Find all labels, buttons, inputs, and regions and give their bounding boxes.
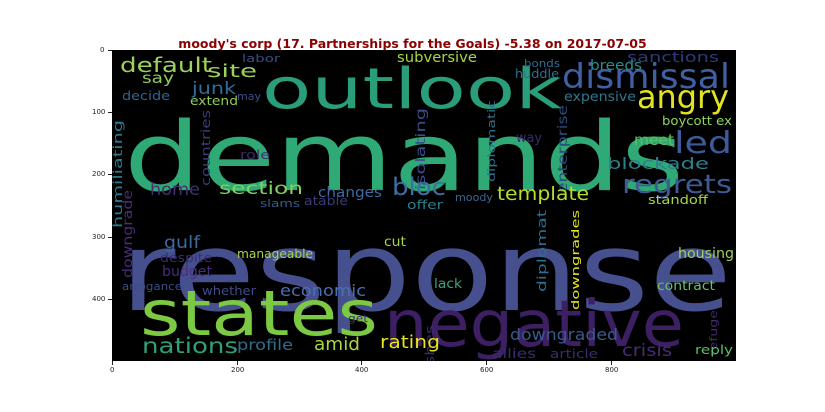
word-countries: countries [199, 110, 213, 186]
word-get: get [348, 312, 369, 325]
word-dismissal: dismissal [562, 57, 730, 97]
word-slams: slams [260, 197, 300, 210]
x-tick-label: 800 [605, 366, 619, 374]
word-punishes: punishes [423, 325, 437, 361]
word-bloc: bloc [392, 173, 446, 201]
word-response: response [120, 208, 732, 336]
word-meet: meet [634, 131, 674, 149]
word-say: say [142, 69, 174, 87]
word-offer: offer [407, 198, 443, 212]
word-site: site [207, 61, 257, 82]
word-labor: labor [242, 52, 281, 65]
word-arrogance: arrogance [122, 280, 182, 293]
word-diplomatic: diplomatic [485, 100, 498, 182]
word-housing: housing [678, 246, 734, 262]
word-cut: cut [384, 235, 406, 250]
y-tick-label: 400 [92, 295, 106, 303]
word-rating: rating [380, 332, 440, 353]
y-tick-mark [108, 237, 112, 238]
chart-title: moody's corp (17. Partnerships for the G… [178, 36, 647, 51]
word-led: led [674, 126, 732, 161]
word-decide: decide [122, 89, 170, 103]
word-junk: junk [191, 79, 236, 99]
word-default: default [120, 53, 212, 77]
word-section: section [219, 179, 303, 199]
x-tick-mark [361, 361, 362, 365]
x-tick-mark [237, 361, 238, 365]
word-home: home [150, 180, 200, 200]
word-gulf: gulf [164, 233, 201, 253]
word-boycott: boycott [662, 114, 712, 128]
y-tick-label: 200 [92, 170, 106, 178]
word-enterprise: enterprise [556, 105, 571, 193]
word-amid: amid [314, 334, 360, 355]
word-budget: budget [162, 264, 213, 280]
x-tick-label: 600 [480, 366, 494, 374]
word-bonds: bonds [524, 57, 560, 70]
word-extend: extend [190, 94, 238, 108]
word-angry: angry [637, 78, 729, 116]
word-role: role [240, 148, 270, 162]
y-tick-label: 300 [92, 233, 106, 241]
word-breeds: breeds [590, 58, 642, 74]
word-cloud-canvas: response demands outlook negative states dism… [112, 50, 736, 361]
word-isolating: isolating [414, 108, 429, 190]
word-demands: demands [124, 103, 684, 213]
word-reply: reply [695, 343, 733, 357]
word-changes: changes [318, 185, 382, 201]
word-subversive: subversive [397, 50, 477, 66]
word-humiliating: humiliating [112, 120, 125, 228]
y-tick-mark [108, 50, 112, 51]
word-atable: atable [304, 194, 348, 208]
word-huddle: huddle [515, 67, 559, 81]
word-crisis: crisis [622, 341, 672, 361]
word-downgraded: downgraded [510, 325, 618, 344]
word-way: way [516, 131, 542, 146]
word-whether: whether [202, 284, 256, 298]
x-tick-mark [611, 361, 612, 365]
word-ex: ex [716, 114, 732, 128]
word-states: states [140, 277, 378, 350]
word-diplomat: diplomat [535, 210, 549, 292]
word-template: template [497, 183, 589, 205]
y-tick-mark [108, 112, 112, 113]
x-tick-label: 0 [110, 366, 115, 374]
x-tick-mark [486, 361, 487, 365]
word-expensive: expensive [564, 90, 636, 105]
word-contract: contract [657, 279, 715, 294]
x-tick-label: 200 [231, 366, 245, 374]
word-lack: lack [434, 277, 462, 292]
word-allies: allies [492, 347, 536, 361]
x-tick-label: 400 [355, 366, 369, 374]
word-outlook: outlook [262, 57, 563, 122]
word-profile: profile [237, 336, 293, 354]
word-downgrade: downgrade [121, 190, 136, 278]
y-tick-mark [108, 174, 112, 175]
word-blockade: blockade [607, 154, 709, 173]
word-article: article [550, 347, 598, 361]
word-sanctions: sanctions [627, 50, 719, 66]
y-tick-label: 0 [100, 46, 105, 54]
word-moody: moody [455, 191, 493, 204]
word-downgrades: downgrades [569, 210, 582, 310]
word-manageable: manageable [237, 247, 313, 261]
x-tick-mark [112, 361, 113, 365]
word-economic: economic [280, 281, 366, 300]
word-regrets: regrets [622, 170, 732, 200]
word-negative: negative [384, 288, 684, 361]
word-may: may [237, 90, 261, 103]
word-standoff: standoff [648, 193, 709, 207]
word-refuge: refuge [707, 310, 720, 356]
y-tick-mark [108, 299, 112, 300]
y-tick-label: 100 [92, 108, 106, 116]
word-nations: nations [142, 334, 238, 358]
word-despite: despite [160, 251, 212, 265]
